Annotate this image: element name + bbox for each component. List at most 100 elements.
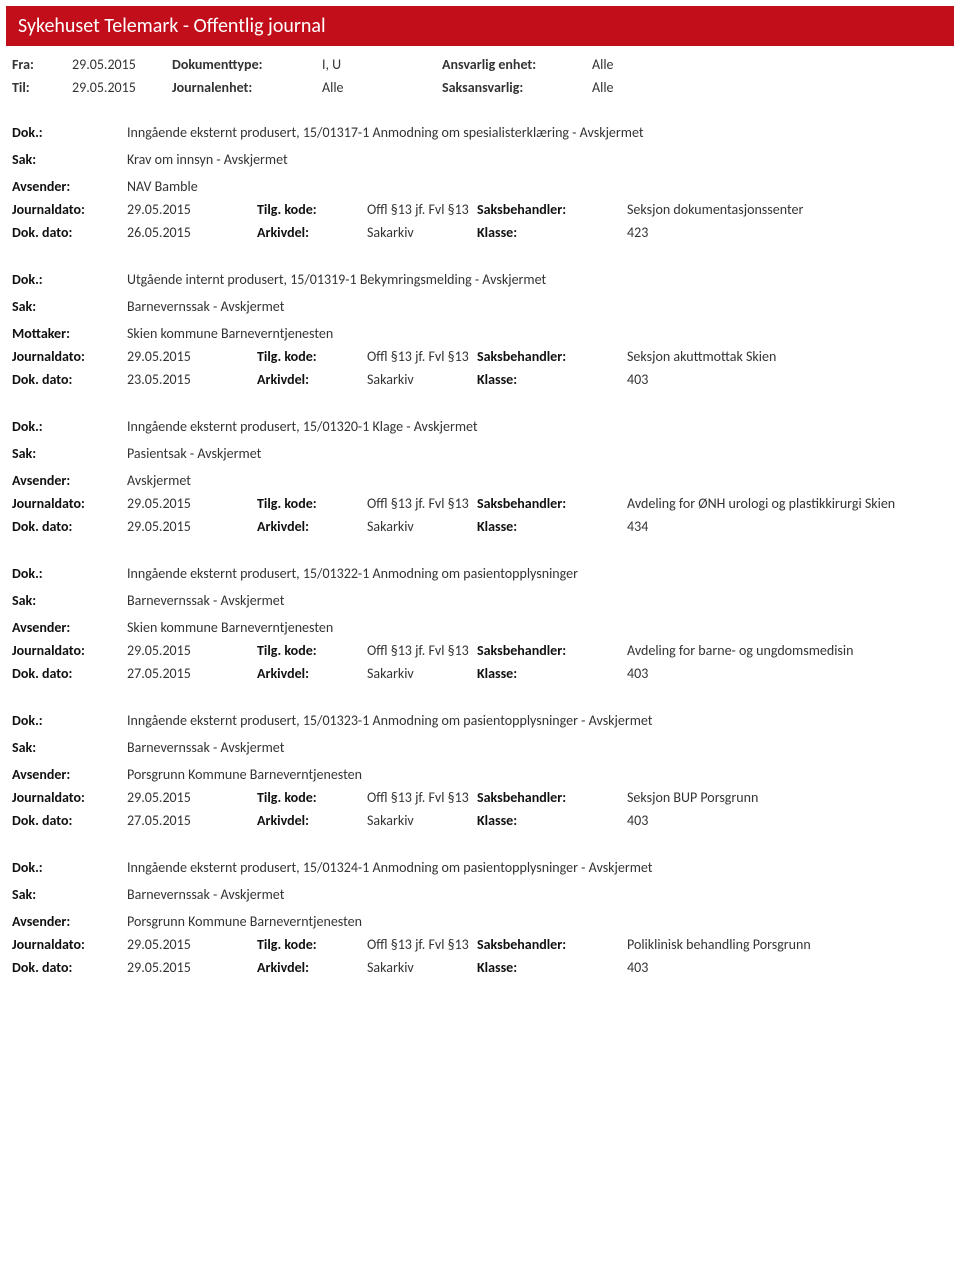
journal-entry: Dok.: Inngående eksternt produsert, 15/0… — [6, 418, 954, 547]
journaldato-value: 29.05.2015 — [127, 348, 257, 365]
sak-label: Sak: — [12, 886, 127, 903]
sak-value: Pasientsak - Avskjermet — [127, 445, 948, 462]
sak-label: Sak: — [12, 445, 127, 462]
saksbehandler-value: Avdeling for barne- og ungdomsmedisin — [627, 642, 948, 659]
dokdato-label: Dok. dato: — [12, 959, 127, 976]
dok-label: Dok.: — [12, 712, 127, 729]
party-label: Avsender: — [12, 472, 127, 489]
journaldato-label: Journaldato: — [12, 201, 127, 218]
saksbehandler-value: Seksjon BUP Porsgrunn — [627, 789, 948, 806]
arkivdel-value: Sakarkiv — [367, 959, 477, 976]
sak-value: Barnevernssak - Avskjermet — [127, 886, 948, 903]
tilgkode-label: Tilg. kode: — [257, 201, 367, 218]
klasse-value: 403 — [627, 665, 948, 682]
journaldato-label: Journaldato: — [12, 642, 127, 659]
tilgkode-value: Offl §13 jf. Fvl §13 — [367, 348, 477, 365]
party-label: Avsender: — [12, 619, 127, 636]
saksbehandler-value: Avdeling for ØNH urologi og plastikkirur… — [627, 495, 948, 512]
saksbehandler-label: Saksbehandler: — [477, 936, 627, 953]
dokdato-value: 26.05.2015 — [127, 224, 257, 241]
tilgkode-label: Tilg. kode: — [257, 789, 367, 806]
journal-entry: Dok.: Inngående eksternt produsert, 15/0… — [6, 124, 954, 253]
tilgkode-value: Offl §13 jf. Fvl §13 — [367, 201, 477, 218]
klasse-value: 403 — [627, 371, 948, 388]
meta-saksansvarlig-label: Saksansvarlig: — [442, 79, 592, 96]
tilgkode-label: Tilg. kode: — [257, 348, 367, 365]
arkivdel-label: Arkivdel: — [257, 371, 367, 388]
arkivdel-value: Sakarkiv — [367, 224, 477, 241]
journaldato-value: 29.05.2015 — [127, 642, 257, 659]
tilgkode-label: Tilg. kode: — [257, 495, 367, 512]
arkivdel-value: Sakarkiv — [367, 518, 477, 535]
dok-value: Inngående eksternt produsert, 15/01320-1… — [127, 418, 948, 435]
dokdato-value: 27.05.2015 — [127, 665, 257, 682]
party-label: Mottaker: — [12, 325, 127, 342]
meta-fra-label: Fra: — [12, 56, 72, 73]
meta-til-label: Til: — [12, 79, 72, 96]
arkivdel-label: Arkivdel: — [257, 224, 367, 241]
tilgkode-value: Offl §13 jf. Fvl §13 — [367, 642, 477, 659]
klasse-label: Klasse: — [477, 224, 627, 241]
arkivdel-label: Arkivdel: — [257, 518, 367, 535]
dokdato-label: Dok. dato: — [12, 665, 127, 682]
sak-label: Sak: — [12, 592, 127, 609]
dok-value: Utgående internt produsert, 15/01319-1 B… — [127, 271, 948, 288]
klasse-label: Klasse: — [477, 518, 627, 535]
dok-value: Inngående eksternt produsert, 15/01322-1… — [127, 565, 948, 582]
klasse-label: Klasse: — [477, 959, 627, 976]
saksbehandler-value: Poliklinisk behandling Porsgrunn — [627, 936, 948, 953]
sak-label: Sak: — [12, 739, 127, 756]
journaldato-label: Journaldato: — [12, 348, 127, 365]
dokdato-label: Dok. dato: — [12, 812, 127, 829]
klasse-value: 403 — [627, 959, 948, 976]
sak-label: Sak: — [12, 298, 127, 315]
page-title: Sykehuset Telemark - Offentlig journal — [6, 6, 954, 46]
arkivdel-value: Sakarkiv — [367, 371, 477, 388]
dokdato-value: 29.05.2015 — [127, 518, 257, 535]
journal-entry: Dok.: Inngående eksternt produsert, 15/0… — [6, 712, 954, 841]
tilgkode-label: Tilg. kode: — [257, 936, 367, 953]
meta-journalenhet-value: Alle — [322, 79, 442, 96]
dokdato-label: Dok. dato: — [12, 371, 127, 388]
entries-container: Dok.: Inngående eksternt produsert, 15/0… — [0, 124, 960, 988]
arkivdel-value: Sakarkiv — [367, 812, 477, 829]
party-value: NAV Bamble — [127, 178, 948, 195]
sak-label: Sak: — [12, 151, 127, 168]
party-value: Skien kommune Barneverntjenesten — [127, 619, 948, 636]
arkivdel-label: Arkivdel: — [257, 959, 367, 976]
party-label: Avsender: — [12, 766, 127, 783]
dokdato-value: 23.05.2015 — [127, 371, 257, 388]
klasse-label: Klasse: — [477, 371, 627, 388]
arkivdel-label: Arkivdel: — [257, 812, 367, 829]
saksbehandler-label: Saksbehandler: — [477, 789, 627, 806]
dok-label: Dok.: — [12, 124, 127, 141]
party-value: Avskjermet — [127, 472, 948, 489]
dok-value: Inngående eksternt produsert, 15/01324-1… — [127, 859, 948, 876]
journal-entry: Dok.: Inngående eksternt produsert, 15/0… — [6, 565, 954, 694]
dokdato-value: 29.05.2015 — [127, 959, 257, 976]
journaldato-value: 29.05.2015 — [127, 789, 257, 806]
klasse-value: 434 — [627, 518, 948, 535]
klasse-label: Klasse: — [477, 812, 627, 829]
dok-value: Inngående eksternt produsert, 15/01323-1… — [127, 712, 948, 729]
tilgkode-value: Offl §13 jf. Fvl §13 — [367, 789, 477, 806]
dokdato-label: Dok. dato: — [12, 224, 127, 241]
dokdato-value: 27.05.2015 — [127, 812, 257, 829]
meta-ansvarlig-value: Alle — [592, 56, 692, 73]
meta-journalenhet-label: Journalenhet: — [172, 79, 322, 96]
dok-label: Dok.: — [12, 565, 127, 582]
party-value: Porsgrunn Kommune Barneverntjenesten — [127, 766, 948, 783]
arkivdel-value: Sakarkiv — [367, 665, 477, 682]
sak-value: Barnevernssak - Avskjermet — [127, 739, 948, 756]
journaldato-value: 29.05.2015 — [127, 495, 257, 512]
party-value: Skien kommune Barneverntjenesten — [127, 325, 948, 342]
party-value: Porsgrunn Kommune Barneverntjenesten — [127, 913, 948, 930]
journaldato-value: 29.05.2015 — [127, 936, 257, 953]
journaldato-label: Journaldato: — [12, 495, 127, 512]
party-label: Avsender: — [12, 178, 127, 195]
dokdato-label: Dok. dato: — [12, 518, 127, 535]
dok-label: Dok.: — [12, 418, 127, 435]
sak-value: Barnevernssak - Avskjermet — [127, 592, 948, 609]
meta-til-value: 29.05.2015 — [72, 79, 172, 96]
journal-entry: Dok.: Utgående internt produsert, 15/013… — [6, 271, 954, 400]
